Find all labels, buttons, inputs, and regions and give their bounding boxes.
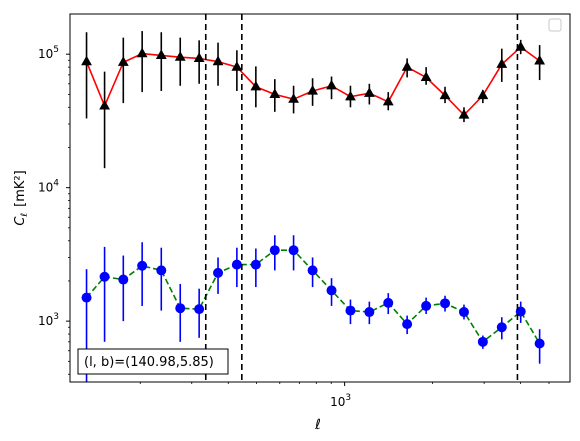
y-tick-label: 105 — [38, 45, 59, 61]
series-0-marker — [307, 84, 318, 95]
series-0-marker — [439, 89, 451, 100]
series-1-marker — [345, 305, 356, 316]
series-1-marker — [440, 298, 451, 309]
series-0-marker — [382, 95, 394, 106]
series-1-marker — [231, 259, 242, 270]
series-1-marker — [175, 303, 186, 314]
y-label-unit: [mK²] — [13, 170, 28, 207]
series-1-marker — [364, 307, 375, 318]
series-0-marker — [81, 55, 92, 66]
series-1-marker — [326, 285, 337, 296]
series-1-marker — [307, 265, 318, 276]
y-tick-label: 103 — [38, 312, 59, 328]
series-1-marker — [458, 307, 469, 318]
series-1-marker — [477, 336, 488, 347]
series-1-marker — [269, 245, 280, 256]
annotation-label: (l, b)=(140.98,5.85) — [84, 355, 214, 370]
y-label-sub: ℓ — [20, 213, 30, 218]
x-tick-label: 103 — [330, 393, 351, 409]
series-0-marker — [250, 80, 262, 91]
series-1-marker — [288, 245, 299, 256]
axis-ticks: 103 103 104 105 — [38, 45, 550, 409]
series-1-marker — [81, 292, 92, 303]
y-tick-label: 104 — [38, 179, 59, 195]
legend-box — [548, 18, 562, 32]
series-1-marker — [496, 322, 507, 333]
series-0-marker — [458, 109, 470, 119]
series-0-marker — [174, 51, 186, 61]
series-0-marker — [363, 87, 375, 97]
y-axis-label: Cℓ [mK²] — [13, 170, 30, 225]
series-0-marker — [345, 90, 356, 101]
series-0-marker — [231, 61, 243, 71]
annotation-box — [77, 348, 229, 375]
series-0-marker — [326, 79, 337, 90]
series-0-marker — [99, 99, 110, 110]
series-0-marker — [534, 54, 546, 65]
series-1-marker — [118, 274, 129, 285]
series-1-marker — [213, 267, 224, 278]
series-0-marker — [288, 93, 299, 103]
series-0-marker — [401, 61, 413, 71]
series-1-marker — [402, 319, 413, 330]
series-0-marker — [269, 88, 281, 98]
x-axis-label: ℓ — [314, 417, 321, 433]
y-label-main: C — [13, 216, 28, 226]
series-0-marker — [420, 71, 432, 81]
series-0-marker — [193, 52, 205, 62]
series-1-marker — [137, 260, 148, 271]
series-1-marker — [421, 300, 432, 311]
series-1-marker — [194, 304, 205, 315]
series-1-marker — [99, 271, 110, 282]
series-1-marker — [250, 259, 261, 270]
series-1-marker — [156, 265, 167, 276]
series-1-marker — [383, 297, 394, 308]
series-0-marker — [496, 58, 508, 68]
plot-area — [81, 14, 546, 382]
series-1-marker — [534, 338, 545, 349]
series-0-marker — [136, 47, 148, 58]
axes-frame — [69, 13, 571, 383]
series-0-marker — [117, 56, 129, 66]
series-0-marker — [477, 89, 489, 100]
series-0-marker — [212, 55, 224, 66]
series-0-marker — [155, 49, 167, 59]
